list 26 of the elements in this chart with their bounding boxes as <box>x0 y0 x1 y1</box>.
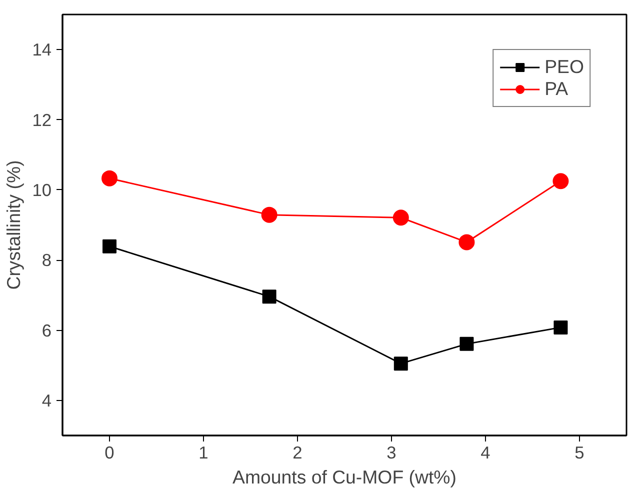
point <box>102 170 118 186</box>
point <box>460 336 474 351</box>
point <box>261 206 278 223</box>
point <box>262 290 276 304</box>
y-tick-label: 4 <box>42 390 52 410</box>
y-axis-title: Crystallinity (%) <box>3 160 24 290</box>
x-tick-label: 5 <box>574 442 584 462</box>
point <box>392 210 409 226</box>
point <box>554 320 568 334</box>
legend-label: PA <box>544 78 568 100</box>
x-tick-label: 2 <box>292 442 302 462</box>
point <box>394 356 408 371</box>
point <box>458 234 475 250</box>
x-tick-label: 4 <box>480 442 491 462</box>
y-tick-label: 8 <box>42 250 52 270</box>
y-tick-label: 12 <box>32 110 52 130</box>
point <box>552 173 569 190</box>
x-tick-label: 0 <box>104 442 114 462</box>
y-tick-label: 10 <box>32 180 52 200</box>
y-tick-label: 14 <box>32 40 52 60</box>
point <box>102 239 116 254</box>
x-tick-label: 3 <box>386 442 396 462</box>
legend-label: PEO <box>544 56 584 78</box>
x-axis-title: Amounts of Cu-MOF (wt%) <box>232 466 456 488</box>
y-tick-label: 6 <box>42 320 52 340</box>
x-tick-label: 1 <box>198 442 208 462</box>
